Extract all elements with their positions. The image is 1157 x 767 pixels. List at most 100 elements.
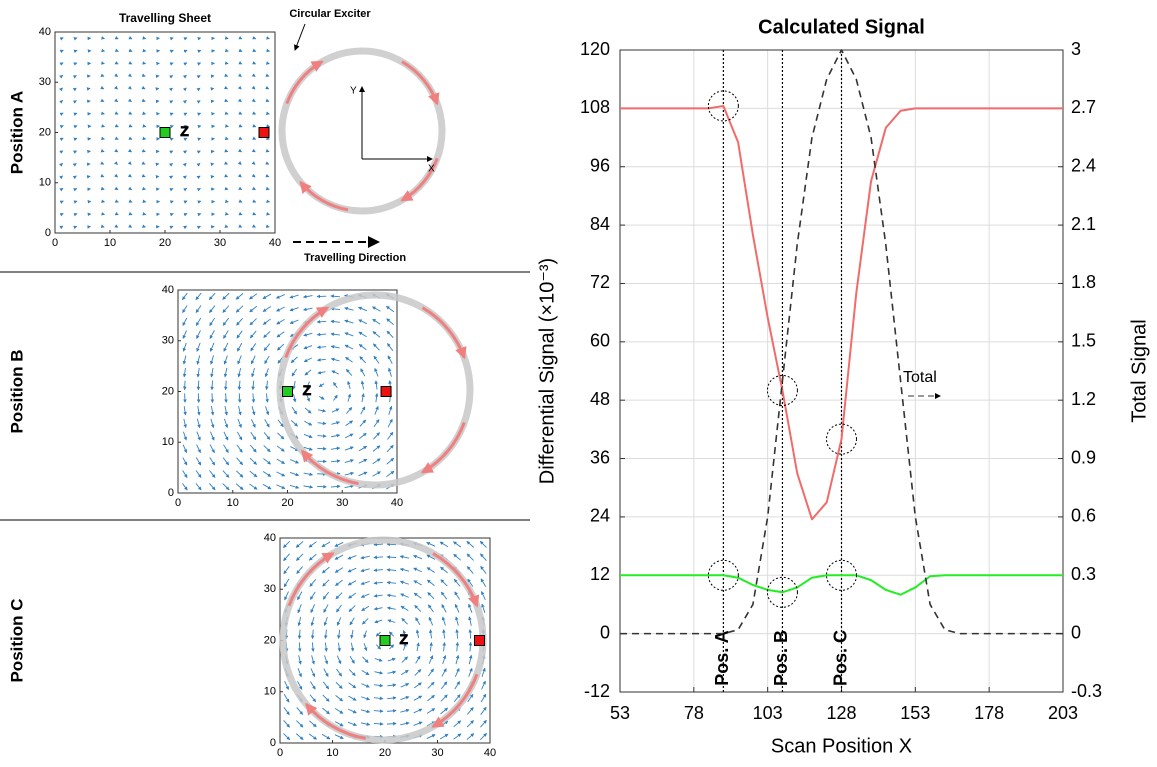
- quiver-arrow: [144, 76, 146, 77]
- y2-tick-label: -0.3: [1071, 681, 1102, 701]
- quiver-arrow: [212, 393, 213, 402]
- y-tick-label: 0: [168, 487, 174, 499]
- y-tick-label: 10: [264, 686, 276, 698]
- position-label: Pos. A: [712, 630, 732, 685]
- y-tick-label: 20: [162, 385, 174, 397]
- quiver-arrow: [102, 226, 104, 227]
- sensor-marker: [259, 128, 269, 138]
- y-tick-label: 96: [590, 155, 610, 175]
- y-tick-label: 30: [162, 335, 174, 347]
- quiver-arrow: [143, 63, 145, 64]
- quiver-arrow: [102, 76, 104, 77]
- quiver-arrow: [226, 76, 228, 77]
- quiver-arrow: [267, 189, 269, 190]
- y-tick-label: 0: [270, 737, 276, 749]
- panel-label: Position C: [7, 598, 26, 682]
- x-tick-label: 30: [431, 747, 443, 759]
- y2-tick-label: 1.2: [1071, 389, 1096, 409]
- x-axis-label: Scan Position X: [771, 735, 912, 757]
- x-tick-label: 0: [175, 497, 181, 509]
- quiver-arrow: [267, 113, 269, 114]
- quiver-arrow: [102, 126, 105, 127]
- quiver-arrow: [102, 176, 103, 177]
- y2-tick-label: 3: [1071, 39, 1081, 59]
- quiver-arrow: [212, 381, 213, 390]
- y-tick-label: 48: [590, 389, 610, 409]
- y2-tick-label: 2.4: [1071, 155, 1096, 175]
- x-tick-label: 153: [900, 703, 930, 723]
- x-tick-label: 20: [281, 497, 293, 509]
- x-tick-label: 53: [610, 703, 630, 723]
- y-tick-label: 40: [39, 26, 51, 38]
- y-tick-label: 108: [580, 97, 610, 117]
- x-tick-label: 78: [684, 703, 704, 723]
- quiver-arrow: [102, 101, 104, 102]
- quiver-arrow: [102, 63, 104, 64]
- quiver-arrow: [102, 189, 104, 190]
- frame-axis-label: Y: [350, 86, 357, 97]
- y-tick-label: 72: [590, 272, 610, 292]
- quiver-arrow: [226, 214, 229, 215]
- x-tick-label: 178: [974, 703, 1004, 723]
- x-tick-label: 30: [336, 497, 348, 509]
- x-tick-label: 30: [214, 237, 226, 249]
- quiver-arrow: [267, 38, 270, 39]
- quiver-arrow: [226, 201, 229, 202]
- quiver-arrow: [226, 63, 228, 64]
- quiver-arrow: [143, 113, 145, 114]
- quiver-arrow: [226, 38, 229, 39]
- quiver-arrow: [226, 176, 227, 177]
- quiver-arrow: [143, 226, 145, 227]
- direction-label: Travelling Direction: [304, 252, 406, 264]
- quiver-arrow: [144, 101, 146, 102]
- x-tick-label: 10: [326, 747, 338, 759]
- x-tick-label: 10: [227, 497, 239, 509]
- quiver-arrow: [143, 138, 146, 139]
- y-tick-label: 30: [39, 76, 51, 88]
- quiver-arrow: [317, 448, 326, 449]
- quiver-arrow: [267, 151, 269, 152]
- y2-tick-label: 0.9: [1071, 447, 1096, 467]
- y-tick-label: 24: [590, 506, 610, 526]
- quiver-arrow: [226, 101, 228, 102]
- quiver-arrow: [102, 138, 105, 139]
- y2-tick-label: 0: [1071, 622, 1081, 642]
- quiver-arrow: [143, 126, 146, 127]
- quiver-arrow: [143, 201, 146, 202]
- quiver-arrow: [143, 38, 146, 39]
- quiver-arrow: [143, 214, 146, 215]
- sensor-marker: [381, 387, 391, 397]
- y-axis-label: Differential Signal (×10⁻³): [536, 258, 558, 484]
- y-tick-label: 30: [264, 583, 276, 595]
- panel-label: Position A: [7, 91, 26, 174]
- quiver-arrow: [226, 226, 228, 227]
- quiver-arrow: [267, 76, 269, 77]
- y-tick-label: 40: [162, 284, 174, 296]
- y-tick-label: 0: [45, 227, 51, 239]
- x-tick-label: 40: [269, 237, 281, 249]
- position-label: Pos. B: [771, 630, 791, 686]
- frame-axis-label: X: [428, 164, 435, 175]
- quiver-arrow: [102, 151, 104, 152]
- quiver-arrow: [268, 88, 269, 89]
- quiver-arrow: [267, 226, 269, 227]
- y-tick-label: 10: [39, 177, 51, 189]
- y-tick-label: 36: [590, 447, 610, 467]
- panel-title: Travelling Sheet: [119, 11, 211, 25]
- quiver-arrow: [226, 189, 228, 190]
- y2-tick-label: 2.7: [1071, 97, 1096, 117]
- y-tick-label: 10: [162, 436, 174, 448]
- quiver-arrow: [267, 138, 270, 139]
- x-tick-label: 20: [159, 237, 171, 249]
- quiver-arrow: [144, 164, 145, 165]
- y-tick-label: 20: [39, 126, 51, 138]
- quiver-arrow: [317, 334, 326, 335]
- x-tick-label: 103: [753, 703, 783, 723]
- y2-tick-label: 2.1: [1071, 214, 1096, 234]
- quiver-arrow: [267, 176, 268, 177]
- chart-title: Calculated Signal: [758, 16, 925, 38]
- y2-tick-label: 1.5: [1071, 331, 1096, 351]
- exciter-label: Circular Exciter: [289, 8, 371, 20]
- y2-tick-label: 0.3: [1071, 564, 1096, 584]
